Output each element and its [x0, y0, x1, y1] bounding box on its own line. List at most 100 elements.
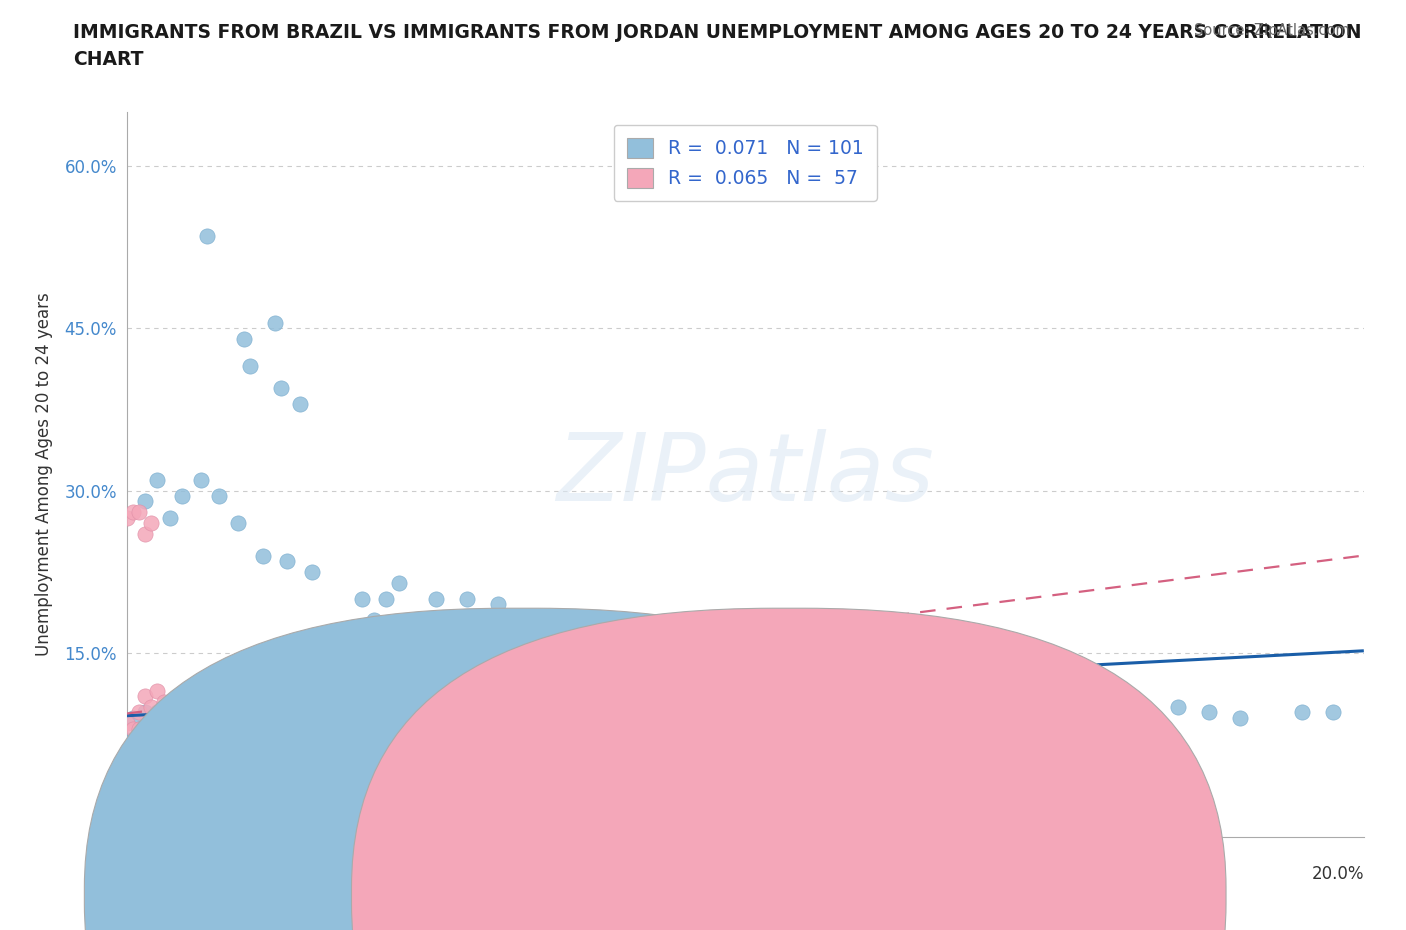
- Point: [270, 380, 292, 395]
- Point: [190, 472, 212, 487]
- Point: [128, 722, 150, 737]
- Point: [134, 722, 156, 737]
- Point: [134, 722, 156, 737]
- Point: [264, 315, 287, 330]
- Point: [517, 645, 540, 660]
- Point: [128, 705, 150, 720]
- Point: [172, 705, 194, 720]
- Point: [134, 526, 156, 541]
- Point: [146, 776, 169, 790]
- Point: [141, 776, 163, 790]
- Point: [159, 732, 181, 747]
- Point: [134, 749, 156, 764]
- Point: [301, 645, 323, 660]
- Point: [221, 678, 243, 693]
- Point: [202, 722, 225, 737]
- Point: [146, 705, 169, 720]
- Point: [1229, 711, 1251, 725]
- Point: [579, 651, 602, 666]
- Text: Immigrants from Jordan: Immigrants from Jordan: [808, 882, 1005, 899]
- Point: [337, 624, 360, 639]
- Point: [128, 791, 150, 806]
- Point: [115, 737, 138, 752]
- Point: [214, 684, 236, 698]
- Point: [177, 732, 200, 747]
- Point: [264, 689, 287, 704]
- Point: [276, 657, 298, 671]
- Point: [128, 722, 150, 737]
- Point: [159, 754, 181, 769]
- Point: [172, 488, 194, 503]
- Point: [350, 640, 373, 655]
- Point: [301, 634, 323, 649]
- Point: [115, 511, 138, 525]
- Point: [1167, 699, 1189, 714]
- Point: [226, 722, 249, 737]
- Point: [177, 699, 200, 714]
- Point: [146, 749, 169, 764]
- Point: [152, 726, 174, 741]
- Point: [1105, 699, 1128, 714]
- Point: [233, 331, 256, 346]
- Point: [307, 630, 329, 644]
- Point: [183, 711, 205, 725]
- Point: [146, 472, 169, 487]
- Point: [134, 494, 156, 509]
- Point: [257, 699, 280, 714]
- Point: [239, 684, 262, 698]
- Point: [165, 743, 187, 758]
- Point: [121, 776, 143, 790]
- Point: [152, 743, 174, 758]
- Point: [1291, 705, 1313, 720]
- Point: [1322, 705, 1344, 720]
- Point: [146, 737, 169, 752]
- Point: [375, 591, 398, 606]
- Point: [134, 776, 156, 790]
- Point: [226, 684, 249, 698]
- Point: [239, 359, 262, 374]
- Point: [128, 776, 150, 790]
- Point: [159, 511, 181, 525]
- Point: [152, 759, 174, 774]
- Point: [214, 689, 236, 704]
- Point: [350, 591, 373, 606]
- Y-axis label: Unemployment Among Ages 20 to 24 years: Unemployment Among Ages 20 to 24 years: [35, 292, 53, 657]
- Point: [146, 711, 169, 725]
- Point: [264, 662, 287, 677]
- Point: [121, 776, 143, 790]
- Point: [165, 743, 187, 758]
- Point: [276, 699, 298, 714]
- Point: [208, 689, 231, 704]
- Text: 0.0%: 0.0%: [127, 865, 169, 883]
- Point: [141, 732, 163, 747]
- Point: [319, 640, 342, 655]
- Point: [202, 689, 225, 704]
- Point: [190, 743, 212, 758]
- Point: [121, 754, 143, 769]
- Point: [134, 689, 156, 704]
- Point: [425, 591, 447, 606]
- Point: [134, 749, 156, 764]
- Point: [270, 678, 292, 693]
- Point: [121, 722, 143, 737]
- Point: [177, 737, 200, 752]
- Point: [288, 689, 311, 704]
- Text: Immigrants from Brazil: Immigrants from Brazil: [541, 882, 733, 899]
- Point: [388, 575, 411, 590]
- Point: [172, 776, 194, 790]
- Point: [134, 705, 156, 720]
- Point: [796, 684, 818, 698]
- Point: [195, 732, 218, 747]
- Point: [314, 667, 336, 682]
- Point: [121, 505, 143, 520]
- Point: [183, 743, 205, 758]
- Point: [141, 743, 163, 758]
- Point: [141, 716, 163, 731]
- Point: [121, 711, 143, 725]
- Point: [141, 515, 163, 530]
- Point: [208, 699, 231, 714]
- Point: [128, 505, 150, 520]
- Point: [177, 770, 200, 785]
- Point: [474, 613, 496, 628]
- Point: [165, 711, 187, 725]
